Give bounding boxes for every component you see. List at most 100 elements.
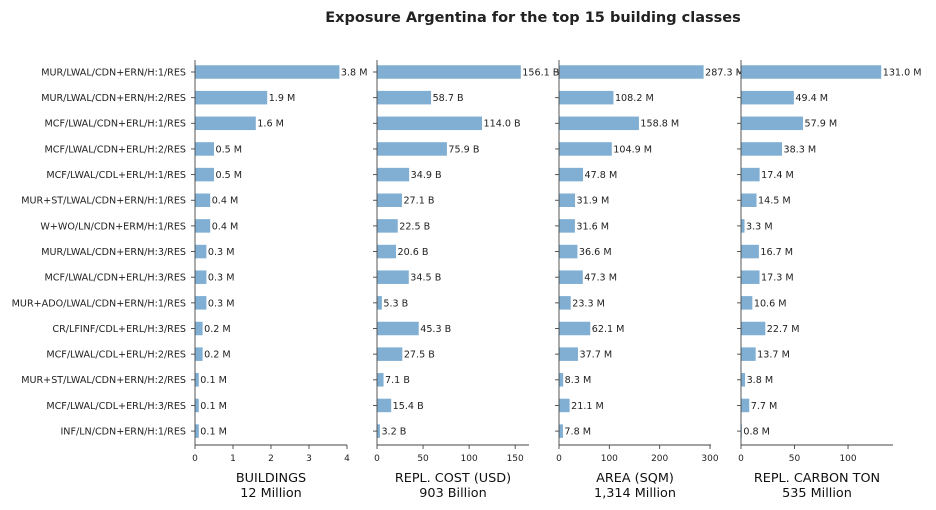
x-tick-label: 0 [738,454,744,464]
bar [195,219,211,233]
value-label: 3.2 B [381,427,406,438]
bar [377,116,483,131]
category-label: MUR+ST/LWAL/CDN+ERN/H:1/RES [21,196,186,207]
panel-2: 156.1 B 58.7 B 114.0 B 75.9 B 34.9 B 27.1 B 22… [373,60,559,501]
value-label: 17.3 M [761,273,794,284]
bar [741,219,745,233]
category-label: CR/LFINF/CDL+ERL/H:3/RES [52,324,186,335]
bar [559,219,575,233]
value-label: 0.1 M [200,427,227,438]
category-label: MCF/LWAL/CDN+ERL/H:1/RES [45,119,187,130]
value-label: 7.1 B [385,375,410,386]
value-label: 62.1 M [592,324,625,335]
value-label: 47.3 M [584,273,617,284]
value-label: 17.4 M [761,170,794,181]
x-axis-label: AREA (SQM) [596,471,674,486]
category-label: MUR/LWAL/CDN+ERN/H:2/RES [41,93,186,104]
bar [559,347,578,361]
value-label: 0.4 M [212,196,239,207]
bar [559,116,639,131]
x-tick-label: 50 [417,454,429,464]
bar [377,219,398,233]
bar [195,193,211,207]
bar [559,296,571,310]
value-label: 108.2 M [615,93,654,104]
bar [377,347,403,361]
bar [195,90,268,105]
x-tick-label: 4 [344,454,350,464]
value-label: 3.8 M [341,67,368,78]
value-label: 7.7 M [751,401,778,412]
value-label: 15.4 B [393,401,424,412]
category-label: MCF/LWAL/CDL+ERL/H:3/RES [46,401,186,412]
bar [377,398,392,413]
category-label: MUR/LWAL/CDN+ERN/H:1/RES [41,67,186,78]
x-tick-label: 0 [192,454,198,464]
value-label: 0.1 M [200,401,227,412]
bar [741,142,782,156]
bar [741,167,760,182]
bar [377,244,396,259]
chart-title: Exposure Argentina for the top 15 buildi… [325,10,741,26]
category-label: MCF/LWAL/CDN+ERL/H:2/RES [45,144,187,155]
bar [195,270,207,284]
bar [377,65,521,79]
value-label: 31.6 M [576,221,609,232]
panel-total: 12 Million [240,486,302,501]
category-labels: MUR/LWAL/CDN+ERN/H:1/RES MUR/LWAL/CDN+ERN… [12,67,186,437]
bar [741,193,757,207]
value-label: 0.8 M [743,427,770,438]
bar [195,142,214,156]
value-label: 0.3 M [208,273,235,284]
category-label: MUR+ST/LWAL/CDN+ERN/H:2/RES [21,375,186,386]
x-tick-label: 300 [701,454,718,464]
bar [377,321,419,336]
bar [741,373,746,387]
value-label: 7.8 M [564,427,591,438]
x-tick-label: 200 [651,454,668,464]
bar [377,373,384,387]
bar [741,321,766,336]
value-label: 38.3 M [783,144,816,155]
x-tick-label: 3 [306,454,312,464]
bar [377,167,410,182]
value-label: 31.9 M [577,196,610,207]
value-label: 158.8 M [640,119,679,130]
value-label: 10.6 M [754,298,787,309]
bar [559,90,614,105]
bar [741,270,760,284]
bar [195,347,203,361]
bar [377,270,409,284]
bar [195,424,199,438]
bar [559,65,704,79]
category-label: W+WO/LN/CDN+ERM/H:1/RES [40,221,186,232]
value-label: 22.5 B [399,221,430,232]
bar [195,116,256,131]
value-label: 75.9 B [448,144,479,155]
value-label: 47.8 M [585,170,618,181]
bar [741,296,753,310]
x-axis-label: REPL. COST (USD) [395,471,511,486]
value-label: 23.3 M [572,298,605,309]
value-label: 3.8 M [747,375,774,386]
value-label: 27.1 B [403,196,434,207]
value-label: 20.6 B [397,247,428,258]
value-label: 0.5 M [216,170,243,181]
value-label: 156.1 B [522,67,559,78]
bar [195,167,214,182]
category-label: MCF/LWAL/CDL+ERL/H:1/RES [46,170,186,181]
x-tick-label: 100 [461,454,478,464]
x-tick-label: 0 [374,454,380,464]
value-label: 36.6 M [579,247,612,258]
value-label: 34.5 B [410,273,441,284]
bar [377,296,382,310]
bar [559,398,570,413]
bar [377,424,380,438]
bar [195,321,203,336]
x-axis-label: BUILDINGS [236,471,306,486]
value-label: 0.5 M [216,144,243,155]
bar [377,193,402,207]
panels: 3.8 M 1.9 M 1.6 M 0.5 M 0.5 M 0.4 M 0.4 M 0.3 M… [191,60,922,501]
x-tick-label: 150 [507,454,524,464]
